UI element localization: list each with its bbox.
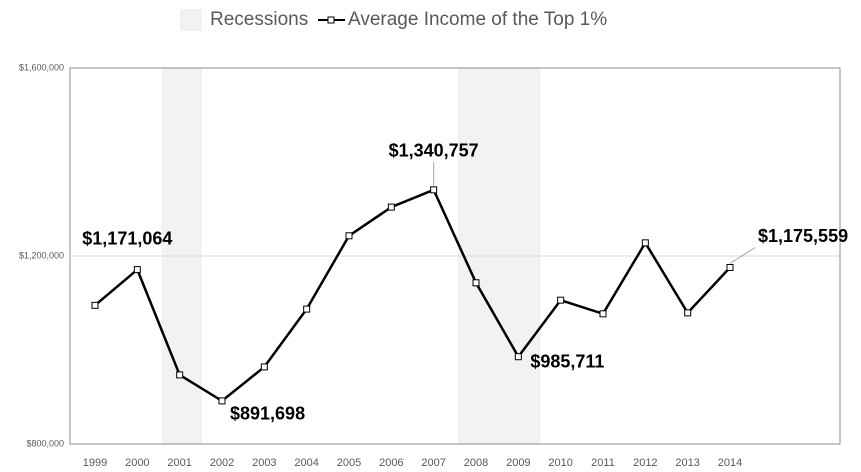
x-tick-label: 2003 [252, 457, 276, 469]
data-point [472, 279, 480, 287]
data-point [176, 371, 184, 379]
plot-border [69, 67, 841, 445]
data-point [684, 309, 692, 317]
legend-label: Recessions [210, 9, 308, 30]
data-point [303, 305, 311, 313]
x-tick-label: 2010 [548, 457, 572, 469]
y-tick-label: $1,200,000 [19, 250, 64, 260]
x-tick-label: 2004 [294, 457, 318, 469]
x-tick-label: 2013 [675, 457, 699, 469]
x-tick-label: 2000 [125, 457, 149, 469]
x-tick-label: 2012 [633, 457, 657, 469]
x-tick-label: 2005 [337, 457, 361, 469]
x-tick-label: 2006 [379, 457, 403, 469]
x-tick-label: 1999 [83, 457, 107, 469]
legend-swatch [180, 9, 202, 31]
x-tick-label: 2011 [591, 457, 615, 469]
data-line [94, 188, 731, 403]
data-point [641, 239, 649, 247]
leader-line [729, 247, 756, 264]
x-tick-label: 2014 [718, 457, 742, 469]
data-label: $891,698 [230, 404, 305, 424]
data-point [557, 296, 565, 304]
y-tick-label: $800,000 [26, 438, 64, 448]
x-tick-label: 2009 [506, 457, 530, 469]
legend-label: Average Income of the Top 1% [348, 9, 607, 30]
x-tick-label: 2008 [464, 457, 488, 469]
data-label: $985,711 [530, 351, 604, 371]
data-point [430, 186, 438, 194]
data-point [387, 203, 395, 211]
data-point [726, 263, 734, 271]
legend-marker [327, 16, 335, 24]
data-label: $1,171,064 [82, 228, 172, 248]
data-label: $1,175,559 [758, 226, 848, 246]
data-point [345, 232, 353, 240]
data-point [599, 310, 607, 318]
data-point [514, 353, 522, 361]
x-tick-label: 2007 [421, 457, 445, 469]
data-point [133, 266, 141, 274]
data-point [260, 363, 268, 371]
x-tick-label: 2001 [167, 457, 191, 469]
y-tick-label: $1,600,000 [19, 62, 64, 72]
data-point [218, 397, 226, 405]
data-label: $1,340,757 [389, 141, 479, 161]
x-tick-label: 2002 [210, 457, 234, 469]
data-point [91, 301, 99, 309]
